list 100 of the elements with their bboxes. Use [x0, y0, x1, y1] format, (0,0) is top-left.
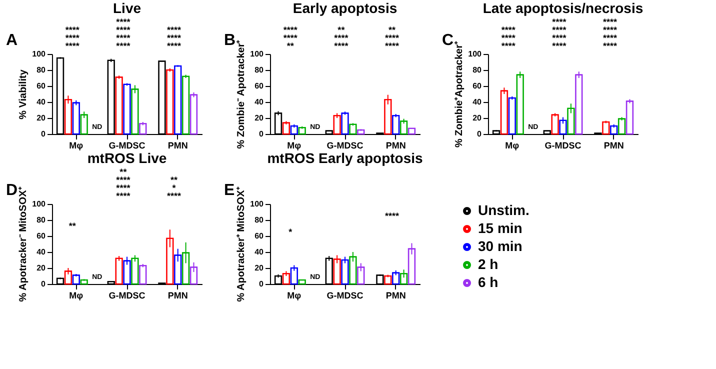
y-tick-label: 60 — [36, 82, 46, 90]
text: **** — [501, 25, 516, 35]
text: **** — [116, 25, 131, 35]
y-tick-label: 100 — [468, 50, 482, 58]
x-tick-label: PMN — [168, 140, 188, 150]
text: **** — [116, 41, 131, 51]
text: **** — [385, 41, 400, 51]
x-tick-label: Mφ — [505, 140, 520, 150]
text: **** — [167, 191, 182, 201]
text: ** — [286, 41, 294, 51]
text: **** — [116, 17, 131, 27]
y-tick-label: 20 — [472, 114, 482, 122]
text: **** — [116, 183, 131, 193]
text: E — [224, 182, 235, 199]
legend-label: 2 h — [478, 256, 498, 272]
y-tick-label: 0 — [41, 130, 46, 138]
text: **** — [552, 33, 567, 43]
text: **** — [603, 25, 618, 35]
y-tick-label: 80 — [36, 66, 46, 74]
text: **** — [116, 33, 131, 43]
x-tick-label: Mφ — [69, 140, 84, 150]
text: **** — [167, 41, 182, 51]
y-tick-label: 20 — [36, 114, 46, 122]
y-tick-label: 100 — [250, 200, 264, 208]
y-tick-label: 80 — [254, 66, 264, 74]
y-tick-label: 20 — [36, 264, 46, 272]
x-tick-label: G-MDSC — [108, 140, 146, 150]
text: **** — [334, 33, 349, 43]
text: **** — [552, 17, 567, 27]
text: **** — [116, 175, 131, 185]
y-tick-label: 40 — [36, 98, 46, 106]
y-axis-title: % Apotracker⁺ MitoSOX⁺ — [236, 186, 248, 302]
y-tick-label: 0 — [259, 130, 264, 138]
x-tick-label: PMN — [168, 290, 188, 300]
y-tick-label: 20 — [254, 264, 264, 272]
text: C — [442, 32, 454, 49]
y-tick-label: 100 — [250, 50, 264, 58]
text: **** — [603, 33, 618, 43]
y-tick-label: 100 — [32, 50, 46, 58]
text: **** — [283, 33, 298, 43]
y-tick-label: 0 — [477, 130, 482, 138]
y-tick-label: 100 — [32, 200, 46, 208]
y-axis-title: % Zombie⁻ Apotracker⁺ — [236, 39, 248, 149]
y-axis-title: % Viability — [18, 69, 30, 120]
x-tick-label: G-MDSC — [326, 290, 364, 300]
y-tick-label: 60 — [36, 232, 46, 240]
y-tick-label: 40 — [254, 98, 264, 106]
text: B — [224, 32, 236, 49]
text: **** — [334, 41, 349, 51]
chart-title: Late apoptosis/necrosis — [482, 0, 644, 16]
text: **** — [167, 33, 182, 43]
text: **** — [283, 25, 298, 35]
y-tick-label: 80 — [36, 216, 46, 224]
x-tick-label: PMN — [604, 140, 624, 150]
text: **** — [167, 25, 182, 35]
y-tick-label: 40 — [472, 98, 482, 106]
y-tick-label: 80 — [254, 216, 264, 224]
y-tick-label: 40 — [254, 248, 264, 256]
annotation: * — [288, 227, 293, 237]
text: **** — [552, 25, 567, 35]
legend-label: 15 min — [478, 220, 522, 236]
x-tick-label: G-MDSC — [544, 140, 582, 150]
y-tick-label: 40 — [36, 248, 46, 256]
text: **** — [501, 41, 516, 51]
x-tick-label: Mφ — [287, 290, 302, 300]
chart-title: mtROS Live — [87, 150, 167, 166]
text: A — [6, 32, 18, 49]
text: ** — [170, 175, 178, 185]
x-tick-label: PMN — [386, 290, 406, 300]
text: **** — [65, 41, 80, 51]
text: **** — [603, 41, 618, 51]
text: D — [6, 182, 18, 199]
x-tick-label: Mφ — [69, 290, 84, 300]
text: **** — [552, 41, 567, 51]
text: ** — [338, 25, 346, 35]
x-tick-label: Mφ — [287, 140, 302, 150]
chart-title: Live — [112, 0, 142, 16]
y-tick-label: 0 — [41, 280, 46, 288]
annotation: **** — [385, 211, 400, 221]
y-tick-label: 60 — [472, 82, 482, 90]
y-tick-label: 20 — [254, 114, 264, 122]
chart-title: Early apoptosis — [292, 0, 398, 16]
y-tick-label: 80 — [472, 66, 482, 74]
y-tick-label: 60 — [254, 232, 264, 240]
text: * — [172, 183, 176, 193]
chart-title: mtROS Early apoptosis — [267, 150, 424, 166]
text: **** — [65, 25, 80, 35]
text: ** — [120, 167, 128, 177]
legend-label: Unstim. — [478, 202, 530, 218]
x-tick-label: G-MDSC — [108, 290, 146, 300]
annotation: ** — [68, 221, 76, 231]
text: **** — [501, 33, 516, 43]
legend-label: 6 h — [478, 274, 498, 290]
y-tick-label: 0 — [259, 280, 264, 288]
y-axis-title: % Apotracker⁻ MitoSOX⁺ — [18, 186, 30, 302]
legend-label: 30 min — [478, 238, 522, 254]
x-tick-label: PMN — [386, 140, 406, 150]
text: **** — [65, 33, 80, 43]
x-tick-label: G-MDSC — [326, 140, 364, 150]
text: **** — [116, 191, 131, 201]
